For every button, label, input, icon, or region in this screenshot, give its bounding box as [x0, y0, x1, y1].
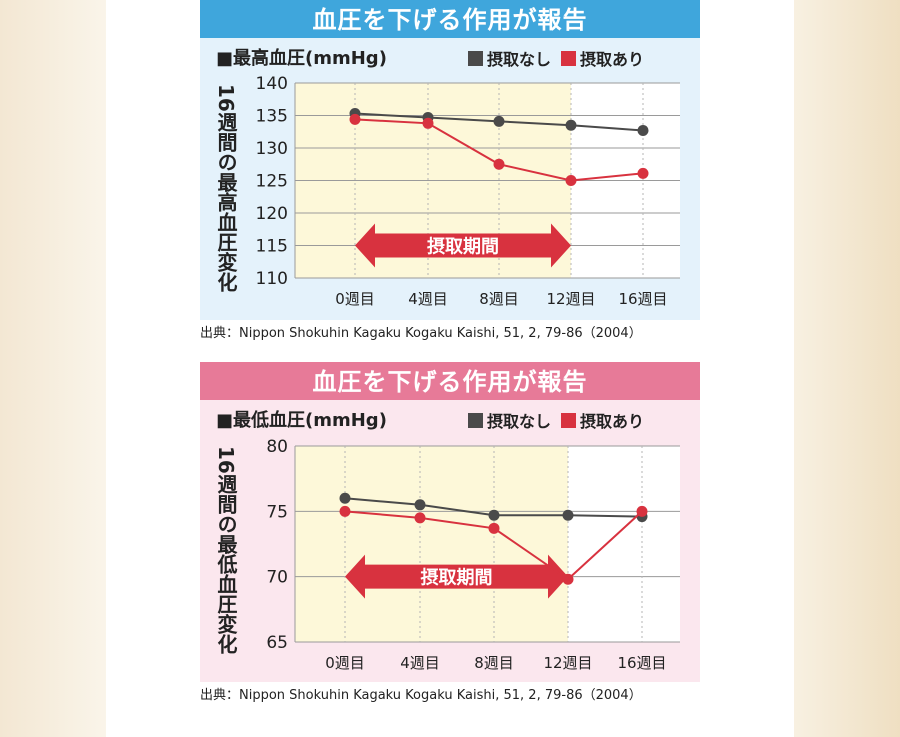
legend-label-intake: 摂取あり — [580, 412, 645, 431]
x-tick-label: 4週目 — [408, 290, 448, 308]
control-data-point — [565, 119, 577, 131]
intake-period-shading — [295, 446, 568, 642]
control-data-point — [562, 509, 574, 521]
intake-period-label: 摂取期間 — [427, 236, 499, 258]
chart-legend: 摂取なし 摂取あり — [468, 46, 644, 70]
y-axis-label: 16週間の最高血圧変化 — [214, 84, 238, 292]
chart-title: ■最高血圧(mmHg) — [216, 48, 387, 69]
legend-label-intake: 摂取あり — [580, 50, 645, 69]
systolic-chart-panel: 血圧を下げる作用が報告 ■最高血圧(mmHg) 摂取なし 摂取あり 16週間の最… — [200, 0, 700, 341]
y-tick-label: 70 — [266, 568, 288, 588]
y-tick-label: 110 — [256, 269, 288, 289]
diastolic-plot: 65 70 75 80 0週目 4週目 8週目 12週目 16週目 摂取期間 — [266, 437, 680, 672]
legend-item-intake: 摂取あり — [561, 408, 644, 432]
legend-item-intake: 摂取あり — [561, 46, 644, 70]
intake-data-point — [636, 505, 648, 517]
x-tick-label: 16週目 — [617, 654, 666, 672]
y-tick-label: 140 — [256, 74, 288, 94]
intake-data-point — [562, 573, 574, 585]
x-tick-label: 8週目 — [474, 654, 514, 672]
y-tick-label: 75 — [266, 502, 288, 522]
control-data-point — [637, 124, 649, 136]
y-axis-label: 16週間の最低血圧変化 — [214, 446, 238, 654]
legend-swatch-intake — [561, 412, 577, 428]
y-tick-label: 135 — [256, 107, 288, 127]
source-citation: 出典：Nippon Shokuhin Kagaku Kogaku Kaishi,… — [200, 326, 642, 341]
legend-swatch-control — [468, 412, 483, 428]
intake-data-point — [422, 117, 434, 129]
y-tick-label: 125 — [256, 172, 288, 192]
x-tick-label: 0週目 — [325, 654, 365, 672]
y-tick-label: 130 — [256, 139, 288, 159]
intake-data-point — [488, 522, 500, 534]
x-tick-label: 8週目 — [479, 290, 519, 308]
y-tick-label: 80 — [266, 437, 288, 457]
systolic-plot: 110 115 120 125 130 135 140 0週目 4週目 8週目 12週目 16週目 摂取… — [256, 74, 680, 308]
intake-period-arrow — [355, 223, 571, 268]
legend-label-control: 摂取なし — [487, 412, 552, 431]
x-tick-label: 16週目 — [618, 290, 667, 308]
chart-legend: 摂取なし 摂取あり — [468, 408, 644, 432]
control-data-point — [414, 499, 426, 511]
intake-data-point — [349, 113, 361, 125]
legend-label-control: 摂取なし — [487, 50, 552, 69]
x-tick-label: 12週目 — [543, 654, 592, 672]
control-data-point — [488, 509, 500, 521]
x-tick-label: 0週目 — [335, 290, 375, 308]
intake-data-point — [637, 167, 649, 179]
intake-data-point — [565, 175, 577, 186]
legend-item-control: 摂取なし — [468, 408, 551, 432]
chart-banner: 血圧を下げる作用が報告 — [200, 0, 700, 38]
legend-swatch-control — [468, 50, 483, 66]
legend-swatch-intake — [561, 50, 577, 66]
intake-data-point — [339, 505, 351, 517]
diastolic-chart-panel: 血圧を下げる作用が報告 ■最低血圧(mmHg) 摂取なし 摂取あり 16週間の最… — [200, 362, 700, 703]
control-data-point — [493, 115, 505, 127]
x-tick-label: 4週目 — [400, 654, 440, 672]
y-tick-label: 120 — [256, 204, 288, 224]
intake-data-point — [493, 158, 505, 170]
legend-item-control: 摂取なし — [468, 46, 551, 70]
source-citation: 出典：Nippon Shokuhin Kagaku Kogaku Kaishi,… — [200, 688, 642, 703]
y-tick-label: 115 — [256, 237, 288, 257]
chart-banner: 血圧を下げる作用が報告 — [200, 362, 700, 400]
x-tick-label: 12週目 — [546, 290, 595, 308]
control-data-point — [339, 492, 351, 504]
intake-period-arrow — [345, 554, 568, 599]
y-tick-label: 65 — [266, 633, 288, 653]
chart-title: ■最低血圧(mmHg) — [216, 410, 387, 431]
intake-period-label: 摂取期間 — [421, 567, 493, 589]
intake-data-point — [414, 512, 426, 524]
